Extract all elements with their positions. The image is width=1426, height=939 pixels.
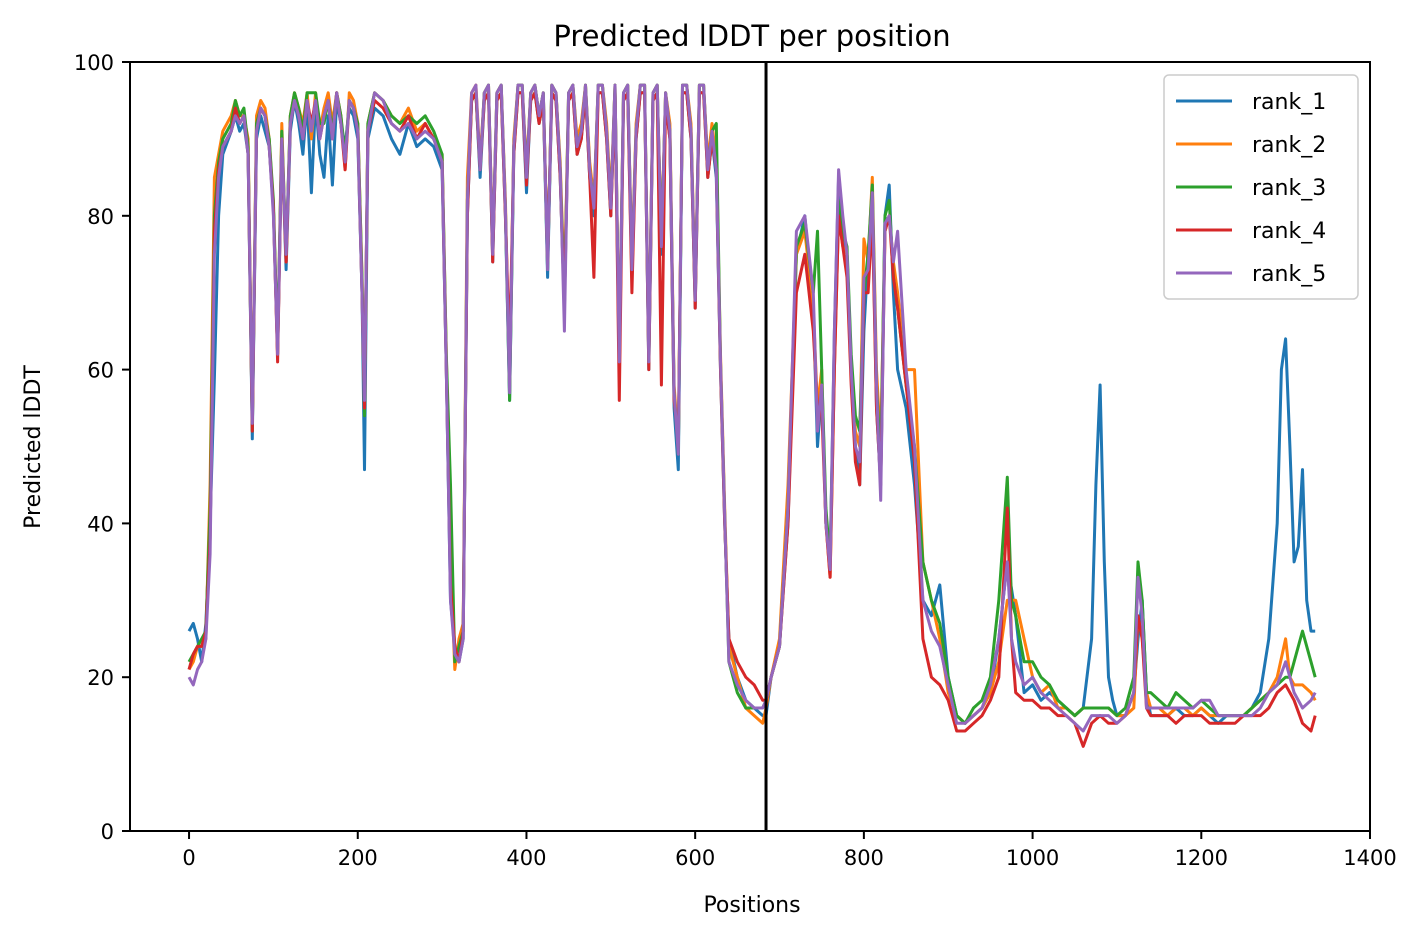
x-tick-label: 400 xyxy=(506,846,546,870)
y-tick-label: 100 xyxy=(74,51,114,75)
y-tick-label: 0 xyxy=(101,820,114,844)
plot-frame xyxy=(129,61,1371,832)
series-line-rank_5 xyxy=(187,83,1317,733)
x-axis-ticks: 0 200 400 600 800 1000 1200 1400 xyxy=(182,831,1397,870)
x-tick-label: 1400 xyxy=(1343,846,1396,870)
x-tick-label: 1200 xyxy=(1175,846,1228,870)
chart-title: Predicted lDDT per position xyxy=(553,19,950,53)
x-tick-label: 1000 xyxy=(1006,846,1059,870)
y-axis-ticks: 0 20 40 60 80 100 xyxy=(74,51,130,844)
y-tick-label: 20 xyxy=(87,666,114,690)
legend-label-rank_3: rank_3 xyxy=(1252,176,1326,201)
legend-label-rank_2: rank_2 xyxy=(1252,133,1326,158)
x-tick-label: 0 xyxy=(182,846,195,870)
legend-box xyxy=(1163,74,1359,300)
plot-series xyxy=(187,62,1317,831)
legend-label-rank_5: rank_5 xyxy=(1252,262,1326,287)
legend-label-rank_1: rank_1 xyxy=(1252,90,1326,115)
y-tick-label: 40 xyxy=(87,512,114,536)
x-tick-label: 800 xyxy=(844,846,884,870)
x-tick-label: 600 xyxy=(675,846,715,870)
y-tick-label: 60 xyxy=(87,359,114,383)
legend: rank_1 rank_2 rank_3 rank_4 rank_5 xyxy=(1163,74,1359,300)
x-tick-label: 200 xyxy=(338,846,378,870)
y-tick-label: 80 xyxy=(87,205,114,229)
x-axis-label: Positions xyxy=(703,893,800,918)
legend-label-rank_4: rank_4 xyxy=(1252,219,1326,244)
y-axis-label: Predicted lDDT xyxy=(21,365,46,529)
